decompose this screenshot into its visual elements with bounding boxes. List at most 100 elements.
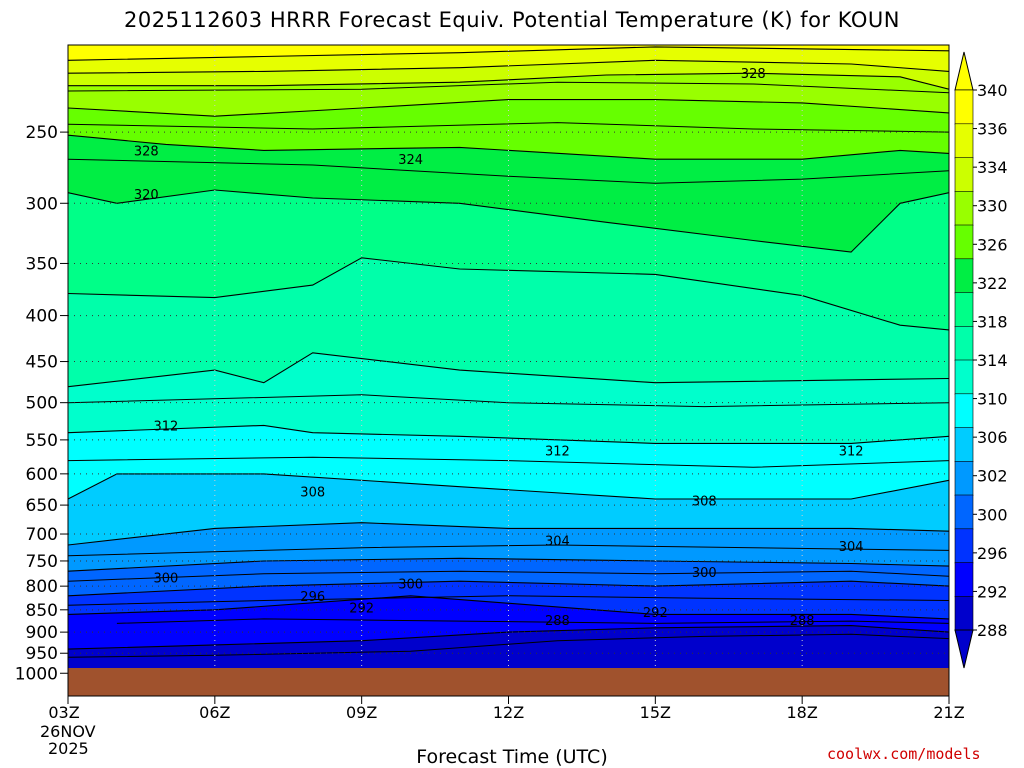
contour-label-9: 304 (545, 535, 570, 550)
y-tick-label-800: 800 (26, 577, 58, 597)
contour-label-12: 300 (398, 578, 423, 593)
contour-label-6: 312 (839, 444, 864, 459)
x-tick-label-21Z: 21Z (933, 703, 964, 722)
colorbar-label-300: 300 (977, 505, 1008, 524)
y-tick-label-400: 400 (26, 307, 58, 327)
contour-label-1: 328 (741, 67, 766, 82)
y-tick-label-950: 950 (26, 644, 58, 664)
contour-line-4 (68, 134, 949, 160)
contour-label-3: 320 (134, 188, 159, 203)
x-tick-label-06Z: 06Z (199, 703, 230, 722)
contour-line-2 (68, 72, 949, 90)
x-axis-title: Forecast Time (UTC) (416, 746, 608, 768)
contour-line-0 (68, 46, 949, 61)
contour-line-minor-6 (68, 570, 949, 582)
colorbar-label-322: 322 (977, 274, 1008, 293)
x-tick-label-15Z: 15Z (640, 703, 671, 722)
contour-label-14: 296 (300, 590, 325, 605)
colorbar-swatch-2 (954, 157, 974, 193)
x-axis: 03Z 06Z 09Z 12Z 15Z 18Z 21Z (48, 696, 965, 722)
colorbar-label-334: 334 (977, 158, 1008, 177)
contour-line-13 (68, 595, 949, 620)
contour-line-14 (68, 625, 949, 650)
colorbar-swatch-12 (954, 494, 974, 530)
contour-label-8: 308 (692, 494, 717, 509)
colorbar-label-336: 336 (977, 120, 1008, 139)
colorbar-swatch-7 (954, 325, 974, 361)
contour-line-minor-1 (68, 122, 949, 133)
colorbar-swatch-13 (954, 528, 974, 564)
contour-label-4: 312 (153, 419, 178, 434)
contour-line-11 (68, 557, 949, 572)
contour-line-minor-2 (68, 158, 949, 184)
colorbar-label-314: 314 (977, 351, 1008, 370)
x-tick-label-09Z: 09Z (346, 703, 377, 722)
y-tick-label-600: 600 (26, 465, 58, 485)
colorbar-bottom-arrow (954, 629, 974, 669)
chart-title: 2025112603 HRRR Forecast Equiv. Potentia… (124, 8, 900, 32)
contour-label-13: 300 (692, 566, 717, 581)
contour-labels: 328 328 324 320 312 312 312 308 308 304 304 300 300 3… (134, 67, 864, 629)
x-start-day-label: 26NOV (40, 722, 96, 741)
contour-line-8 (68, 424, 949, 444)
colorbar-label-326: 326 (977, 235, 1008, 254)
contour-label-16: 292 (643, 606, 668, 621)
x-tick-label-03Z: 03Z (48, 703, 79, 722)
plot-area (68, 45, 949, 696)
ground-surface (68, 668, 949, 696)
y-tick-label-450: 450 (26, 353, 58, 373)
colorbar-swatch-10 (954, 427, 974, 463)
credit-link[interactable]: coolwx.com/models (827, 745, 981, 763)
y-tick-label-550: 550 (26, 431, 58, 451)
y-tick-label-300: 300 (26, 194, 58, 214)
colorbar-swatch-15 (954, 595, 974, 631)
y-tick-label-900: 900 (26, 623, 58, 643)
colorbar-label-292: 292 (977, 582, 1008, 601)
colorbar-label-330: 330 (977, 197, 1008, 216)
colorbar-swatch-4 (954, 224, 974, 260)
contour-line-minor-5 (68, 544, 949, 557)
y-tick-label-700: 700 (26, 525, 58, 545)
contour-line-1 (68, 59, 949, 74)
y-axis: 2503003504004505005506006507007508008509… (15, 123, 68, 684)
y-tick-label-750: 750 (26, 552, 58, 572)
contour-line-minor-0 (68, 81, 949, 94)
colorbar-label-302: 302 (977, 467, 1008, 486)
colorbar-swatch-3 (954, 191, 974, 226)
x-start-year-label: 2025 (48, 739, 89, 758)
colorbar: 340 336 334 330 326 322 318 314 310 306 302 300 296 2… (954, 51, 1008, 669)
contour-label-18: 288 (790, 614, 815, 629)
y-tick-label-1000: 1000 (15, 664, 58, 684)
contour-line-3 (68, 99, 949, 117)
y-tick-label-500: 500 (26, 394, 58, 414)
contour-label-11: 300 (153, 571, 178, 586)
colorbar-label-310: 310 (977, 390, 1008, 409)
contour-label-5: 312 (545, 444, 570, 459)
y-tick-label-850: 850 (26, 601, 58, 621)
colorbar-label-288: 288 (977, 621, 1008, 640)
contour-line-minor-3 (68, 394, 949, 408)
colorbar-swatch-5 (954, 258, 974, 294)
colorbar-swatch-8 (954, 359, 974, 395)
colorbar-swatch-1 (954, 123, 974, 159)
colorbar-label-296: 296 (977, 544, 1008, 563)
y-tick-label-250: 250 (26, 123, 58, 143)
colorbar-top-arrow (954, 51, 974, 91)
contour-label-7: 308 (300, 486, 325, 501)
x-tick-label-18Z: 18Z (787, 703, 818, 722)
colorbar-swatch-9 (954, 393, 974, 429)
x-tick-label-12Z: 12Z (493, 703, 524, 722)
contour-label-2: 324 (398, 153, 423, 168)
contour-label-17: 288 (545, 614, 570, 629)
contour-line-12 (68, 580, 949, 597)
gridlines (68, 45, 949, 696)
colorbar-label-340: 340 (977, 81, 1008, 100)
contour-label-15: 292 (349, 602, 374, 617)
colorbar-label-306: 306 (977, 428, 1008, 447)
contour-label-10: 304 (839, 540, 864, 555)
colorbar-label-318: 318 (977, 312, 1008, 331)
colorbar-swatch-14 (954, 562, 974, 598)
contour-line-10 (68, 522, 949, 546)
contour-label-0: 328 (134, 144, 159, 159)
